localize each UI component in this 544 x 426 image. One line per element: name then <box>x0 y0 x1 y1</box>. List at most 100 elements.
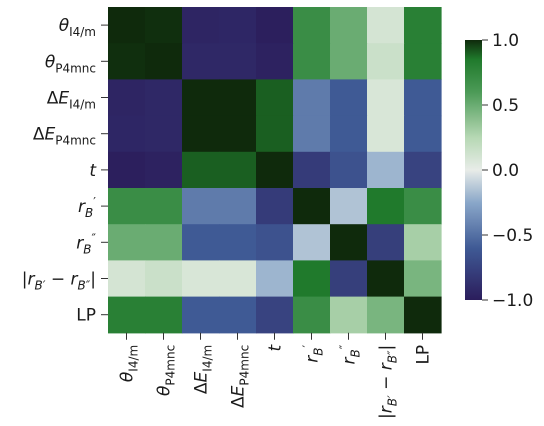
x-tick-label-5: rB′ <box>301 345 326 363</box>
colorbar-tick-label-2: 0.0 <box>492 161 519 181</box>
heatmap-cell-5-4 <box>256 188 294 225</box>
heatmap-cell-2-4 <box>256 79 294 117</box>
heatmap-cells <box>108 7 442 334</box>
heatmap-cell-8-6 <box>330 296 368 334</box>
heatmap-cell-3-7 <box>367 115 405 153</box>
y-tick-label-6: rB″ <box>76 231 96 256</box>
heatmap-cell-5-1 <box>145 188 183 225</box>
heatmap-cell-0-7 <box>367 7 405 44</box>
heatmap-cell-5-5 <box>293 188 331 225</box>
heatmap-cell-1-4 <box>256 43 294 80</box>
heatmap-cell-1-1 <box>145 43 183 80</box>
y-tick-label-2: ΔEI4/m <box>47 89 96 112</box>
heatmap-cell-6-6 <box>330 224 368 261</box>
x-tick-label-8: LP <box>414 345 434 365</box>
heatmap-cell-7-4 <box>256 260 294 298</box>
heatmap-cell-2-5 <box>293 79 331 117</box>
heatmap-cell-7-1 <box>145 260 183 298</box>
heatmap-cell-5-2 <box>182 188 220 225</box>
heatmap-cell-4-1 <box>145 151 183 189</box>
heatmap-cell-7-0 <box>108 260 146 298</box>
heatmap-cell-0-8 <box>404 7 442 44</box>
heatmap-cell-5-0 <box>108 188 146 225</box>
heatmap-cell-3-4 <box>256 115 294 153</box>
colorbar-tick-label-0: 1.0 <box>492 31 519 51</box>
heatmap-cell-1-6 <box>330 43 368 80</box>
x-tick-label-0: θI4/m <box>118 345 141 382</box>
x-tick-label-7: |rB′ − rB″| <box>377 345 400 419</box>
heatmap-cell-4-8 <box>404 151 442 189</box>
heatmap-cell-4-4 <box>256 151 294 189</box>
colorbar: 1.0 0.5 0.0 −0.5 −1.0 <box>465 31 533 311</box>
heatmap-cell-1-7 <box>367 43 405 80</box>
heatmap-cell-6-7 <box>367 224 405 261</box>
heatmap-cell-6-0 <box>108 224 146 261</box>
heatmap-cell-8-2 <box>182 296 220 334</box>
heatmap-cell-3-0 <box>108 115 146 153</box>
y-tick-label-8: LP <box>76 306 96 326</box>
heatmap-cell-8-8 <box>404 296 442 334</box>
x-tick-label-6: rB″ <box>338 344 363 364</box>
heatmap-cell-4-6 <box>330 151 368 189</box>
x-tick-label-4: t <box>266 343 286 351</box>
heatmap-cell-7-3 <box>219 260 257 298</box>
heatmap-cell-4-3 <box>219 151 257 189</box>
heatmap-cell-3-2 <box>182 115 220 153</box>
heatmap-cell-7-8 <box>404 260 442 298</box>
colorbar-tick-label-1: 0.5 <box>492 96 519 116</box>
heatmap-cell-7-6 <box>330 260 368 298</box>
y-tick-label-5: rB′ <box>78 195 96 220</box>
heatmap-cell-4-7 <box>367 151 405 189</box>
heatmap-cell-0-4 <box>256 7 294 44</box>
x-tick-label-3: ΔEP4mnc <box>229 345 252 408</box>
x-axis-labels: θI4/m θP4mnc ΔEI4/m ΔEP4mnc t rB′ rB″ |rB′ − rB… <box>118 332 434 419</box>
heatmap-cell-0-0 <box>108 7 146 44</box>
heatmap-cell-3-1 <box>145 115 183 153</box>
heatmap-cell-1-8 <box>404 43 442 80</box>
y-tick-label-7: |rB′ − rB″| <box>22 270 96 293</box>
heatmap-cell-5-3 <box>219 188 257 225</box>
heatmap-cell-6-4 <box>256 224 294 261</box>
heatmap-cell-2-6 <box>330 79 368 117</box>
x-tick-label-1: θP4mnc <box>155 345 178 396</box>
heatmap-cell-2-8 <box>404 79 442 117</box>
heatmap-cell-0-1 <box>145 7 183 44</box>
heatmap-cell-6-2 <box>182 224 220 261</box>
colorbar-tick-label-3: −0.5 <box>492 226 533 246</box>
heatmap-cell-8-0 <box>108 296 146 334</box>
heatmap-cell-8-5 <box>293 296 331 334</box>
y-tick-label-0: θI4/m <box>59 16 96 39</box>
heatmap-cell-5-8 <box>404 188 442 225</box>
heatmap-cell-2-1 <box>145 79 183 117</box>
heatmap-cell-3-3 <box>219 115 257 153</box>
heatmap-cell-1-2 <box>182 43 220 80</box>
heatmap-cell-0-6 <box>330 7 368 44</box>
x-tick-label-2: ΔEI4/m <box>192 345 215 394</box>
heatmap-cell-1-3 <box>219 43 257 80</box>
heatmap-cell-8-3 <box>219 296 257 334</box>
heatmap-cell-0-5 <box>293 7 331 44</box>
heatmap-cell-1-5 <box>293 43 331 80</box>
colorbar-gradient <box>465 40 482 300</box>
colorbar-tick-label-4: −1.0 <box>492 291 533 311</box>
heatmap-cell-2-3 <box>219 79 257 117</box>
heatmap-cell-0-2 <box>182 7 220 44</box>
y-tick-label-3: ΔEP4mnc <box>33 125 96 148</box>
heatmap-cell-4-5 <box>293 151 331 189</box>
y-tick-label-4: t <box>89 161 97 181</box>
y-axis-labels: θI4/m θP4mnc ΔEI4/m ΔEP4mnc t rB′ rB″ |rB′ − rB… <box>22 16 108 326</box>
heatmap-cell-8-1 <box>145 296 183 334</box>
heatmap-cell-2-2 <box>182 79 220 117</box>
heatmap-cell-1-0 <box>108 43 146 80</box>
heatmap-cell-6-5 <box>293 224 331 261</box>
y-tick-label-1: θP4mnc <box>45 52 96 75</box>
heatmap-cell-8-7 <box>367 296 405 334</box>
heatmap-cell-8-4 <box>256 296 294 334</box>
heatmap-cell-2-0 <box>108 79 146 117</box>
heatmap-cell-3-6 <box>330 115 368 153</box>
heatmap-cell-5-7 <box>367 188 405 225</box>
heatmap-cell-7-2 <box>182 260 220 298</box>
heatmap-cell-3-8 <box>404 115 442 153</box>
heatmap-cell-2-7 <box>367 79 405 117</box>
